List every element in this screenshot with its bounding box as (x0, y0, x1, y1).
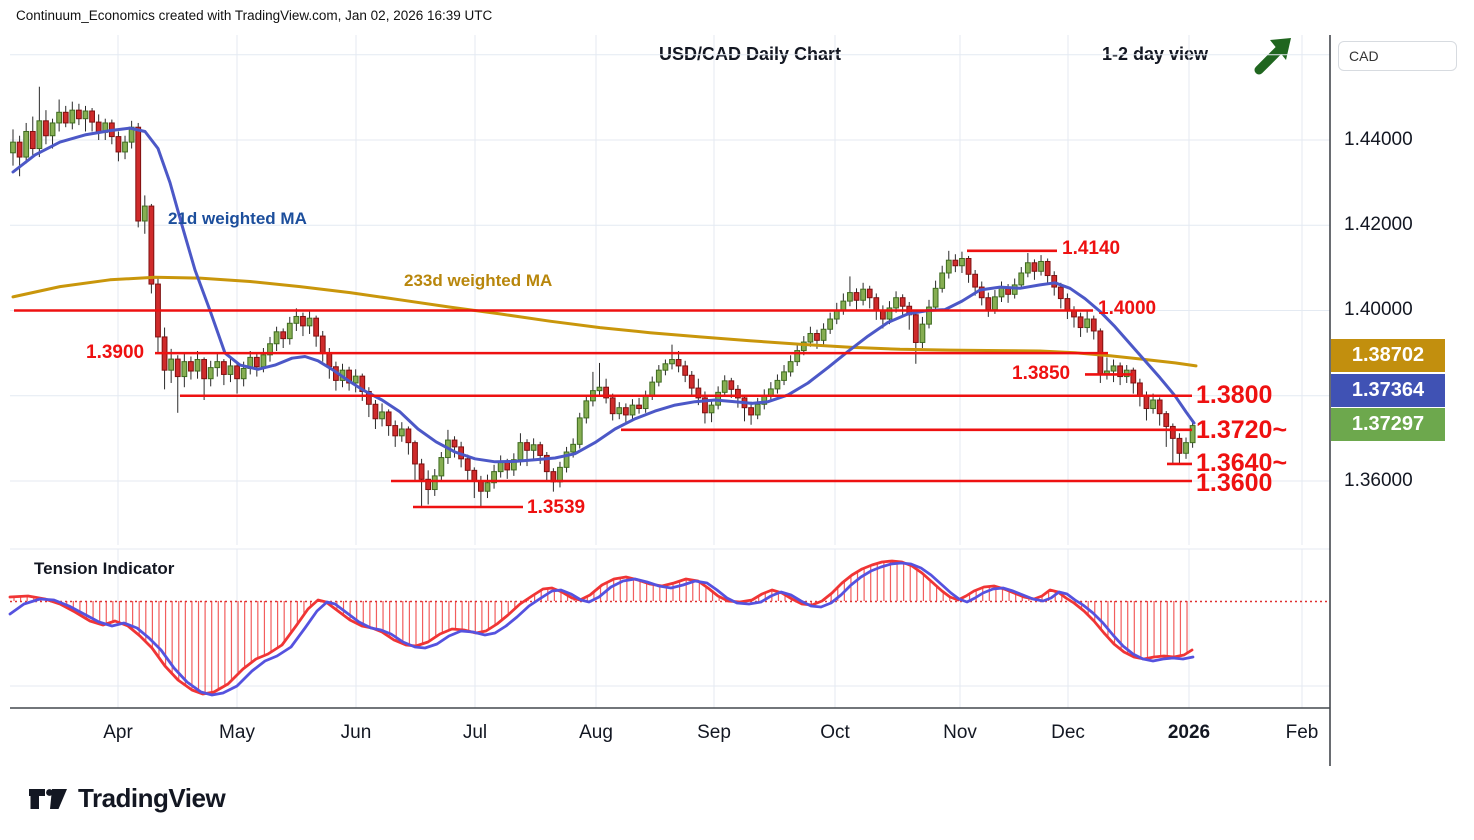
last-price-badge: 1.37297 (1331, 408, 1445, 441)
time-axis-label-may: May (219, 722, 255, 743)
tradingview-brand[interactable]: TradingView (28, 783, 226, 814)
time-axis-label-nov: Nov (943, 722, 977, 743)
level-label-1-3640: 1.3640~ (1196, 449, 1288, 477)
time-axis-label-aug: Aug (579, 722, 613, 743)
level-label-1-3720: 1.3720~ (1196, 416, 1288, 444)
price-tick-1-42: 1.42000 (1344, 214, 1413, 235)
time-axis-label-apr: Apr (103, 722, 133, 743)
level-label-1-3800: 1.3800 (1196, 381, 1273, 409)
price-tick-1-44: 1.44000 (1344, 129, 1413, 150)
price-tick-1-40: 1.40000 (1344, 299, 1413, 320)
time-axis-label-jun: Jun (340, 722, 372, 743)
level-label-1-4000: 1.4000 (1098, 298, 1157, 319)
chart-title: USD/CAD Daily Chart (658, 44, 842, 64)
support-resistance-lines (14, 249, 1192, 509)
tension-indicator-plot (8, 559, 1330, 697)
ma21-label: 21d weighted MA (168, 209, 307, 228)
ma21-value-badge: 1.37364 (1331, 374, 1445, 407)
level-label-1-3600: 1.3600 (1196, 469, 1273, 497)
time-axis-label-oct: Oct (820, 722, 850, 743)
view-horizon-label: 1-2 day view (1101, 44, 1209, 64)
time-axis-label-2026: 2026 (1167, 722, 1211, 743)
level-label-1-3850: 1.3850 (1012, 363, 1071, 384)
ma233-label: 233d weighted MA (404, 271, 553, 290)
candlesticks (10, 86, 1196, 508)
time-axis-label-sep: Sep (697, 722, 731, 743)
ma-21d-line (11, 126, 1196, 464)
price-tick-1-36: 1.36000 (1344, 470, 1413, 491)
time-axis-label-jul: Jul (462, 722, 488, 743)
time-axis-label-feb: Feb (1285, 722, 1319, 743)
ma233-value-badge: 1.38702 (1331, 339, 1445, 372)
symbol-box[interactable]: CAD (1338, 41, 1457, 71)
level-label-1-3539: 1.3539 (527, 497, 586, 518)
tradingview-brand-text: TradingView (78, 783, 226, 813)
level-label-1-3900: 1.3900 (86, 342, 145, 363)
attribution-text: Continuum_Economics created with Trading… (16, 8, 493, 23)
time-axis-label-dec: Dec (1051, 722, 1085, 743)
level-label-1-4140: 1.4140 (1062, 238, 1121, 259)
axis-border-lines (10, 35, 1331, 766)
tradingview-logo-icon (29, 788, 67, 809)
tension-indicator-title: Tension Indicator (34, 559, 175, 578)
